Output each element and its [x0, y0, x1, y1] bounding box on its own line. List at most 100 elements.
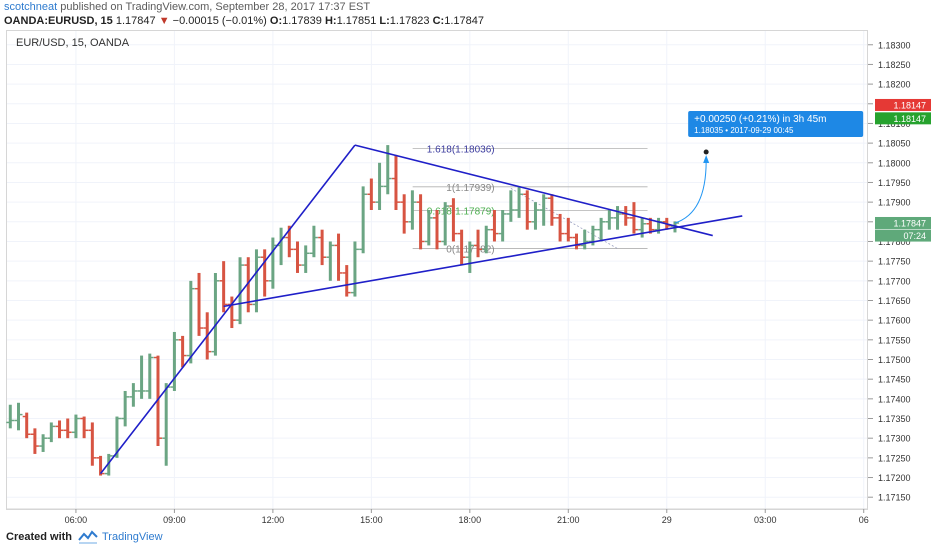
- ohlc-bar: [219, 261, 228, 313]
- price-tag: 07:24: [875, 229, 931, 242]
- time-axis-label: 09:00: [163, 515, 186, 525]
- price-axis-label: 1.18050: [878, 139, 911, 149]
- tradingview-brand[interactable]: TradingView: [102, 531, 163, 543]
- trendline: [354, 144, 713, 237]
- ohlc-bar: [523, 190, 532, 230]
- ohlc-bar: [416, 194, 425, 250]
- price-axis-label: 1.17650: [878, 296, 911, 306]
- ohlc-bar: [211, 272, 220, 356]
- price-tag-label: 1.17847: [893, 218, 926, 228]
- price-tag: 1.17847: [875, 216, 931, 229]
- ohlc-bar: [186, 280, 195, 364]
- price-axis-label: 1.17550: [878, 335, 911, 345]
- ohlc-bar: [334, 233, 343, 281]
- ohlc-bar: [605, 210, 614, 230]
- time-axis-label: 18:00: [459, 515, 482, 525]
- trendline: [99, 144, 356, 475]
- ohlc-bar: [260, 249, 269, 297]
- price-axis-label: 1.18300: [878, 40, 911, 50]
- grid: [7, 31, 867, 509]
- open-label: O:: [269, 15, 283, 27]
- price-axis: 1.17150 1.17200 1.17250 1.17300 1.17350 1.174…: [868, 31, 932, 509]
- tradingview-logo-icon: [78, 530, 98, 544]
- price-axis-label: 1.17200: [878, 473, 911, 483]
- price-tag-label: 1.18147: [893, 100, 926, 110]
- ohlc-bar: [391, 154, 400, 211]
- price-axis-label: 1.17950: [878, 178, 911, 188]
- projection-label-box: [688, 111, 864, 138]
- price-axis-label: 1.18200: [878, 80, 911, 90]
- ohlc-bar: [104, 453, 113, 476]
- ohlc-bar: [195, 272, 204, 336]
- trendlines: [99, 144, 743, 475]
- publish-line: scotchneat published on TradingView.com,…: [4, 1, 370, 13]
- ohlc-bar: [55, 420, 64, 439]
- low-value: 1.17823: [389, 15, 430, 27]
- ohlc-bar: [342, 265, 351, 297]
- price-axis-label: 1.18250: [878, 60, 911, 70]
- ohlc-bar: [145, 353, 154, 399]
- price-tag-box: [875, 98, 931, 111]
- fib-level-label: 1(1.17939): [446, 183, 494, 194]
- ohlc-bar: [6, 404, 15, 429]
- ohlc-bar: [465, 241, 474, 273]
- projection-change-text: +0.00250 (+0.21%) in 3h 45m: [694, 114, 826, 125]
- price-tag-box: [875, 216, 931, 229]
- ohlc-bar: [424, 210, 433, 246]
- price-axis-label: 1.17750: [878, 257, 911, 267]
- price-axis-label: 1.17500: [878, 355, 911, 365]
- ohlc-bar: [638, 217, 647, 238]
- ohlc-bar: [178, 335, 187, 368]
- ohlc-bar: [400, 194, 409, 234]
- time-axis-label: 21:00: [557, 515, 580, 525]
- time-axis-label: 06:00: [65, 515, 88, 525]
- time-axis-label: 12:00: [262, 515, 285, 525]
- projection-target-dot: [703, 149, 709, 155]
- time-axis-label: 29: [662, 515, 672, 525]
- ohlc-bar: [301, 245, 310, 273]
- time-axis-label: 06: [859, 515, 869, 525]
- trendline: [223, 215, 743, 308]
- author-link[interactable]: scotchneat: [4, 1, 58, 13]
- publish-info: published on TradingView.com, September …: [60, 1, 371, 13]
- pane-symbol-label: EUR/USD, 15, OANDA: [16, 37, 130, 49]
- fib-level-label: 1.618(1.18036): [427, 145, 495, 156]
- ohlc-bar: [531, 202, 540, 230]
- ohlc-bar: [474, 229, 483, 258]
- ohlc-bar: [71, 414, 80, 439]
- price-axis-label: 1.18000: [878, 158, 911, 168]
- close-label: C:: [432, 15, 445, 27]
- ohlc-bar: [63, 418, 72, 439]
- ohlc-bar: [268, 237, 277, 289]
- ohlc-bar: [22, 412, 31, 439]
- price-axis-label: 1.17150: [878, 493, 911, 503]
- price-axis-label: 1.17450: [878, 375, 911, 385]
- price-tag-label: 1.18147: [893, 114, 926, 124]
- ohlc-bar: [564, 217, 573, 242]
- price-axis-label: 1.17700: [878, 276, 911, 286]
- ohlc-bar: [252, 249, 261, 313]
- ohlc-bar: [433, 210, 441, 250]
- ohlc-bar: [318, 229, 327, 266]
- ohlc-bar: [293, 241, 302, 273]
- price-change: −0.00015 (−0.01%): [172, 15, 267, 27]
- ohlc-bar: [515, 186, 524, 218]
- ohlc-bar: [88, 422, 97, 466]
- ohlc-bar: [39, 434, 48, 452]
- time-axis: 06:00 09:00 12:00 15:00 18:00 21:00 29 03:00 06: [7, 508, 869, 525]
- high-value: 1.17851: [336, 15, 377, 27]
- ohlc-bar: [326, 241, 335, 281]
- symbol-label: OANDA:EURUSD, 15: [4, 15, 113, 27]
- price-axis-label: 1.17300: [878, 434, 911, 444]
- ohlc-bar: [482, 225, 491, 254]
- ohlc-bar: [539, 194, 548, 226]
- down-arrow-icon: ▼: [158, 15, 170, 27]
- projection-arrow-icon: [703, 155, 710, 164]
- ohlc-bar: [309, 225, 318, 258]
- ohlc-bar: [490, 210, 499, 242]
- ohlc-bar: [350, 241, 359, 297]
- ohlc-bar: [580, 229, 589, 250]
- ohlc-bar: [30, 428, 39, 454]
- time-axis-label: 15:00: [360, 515, 383, 525]
